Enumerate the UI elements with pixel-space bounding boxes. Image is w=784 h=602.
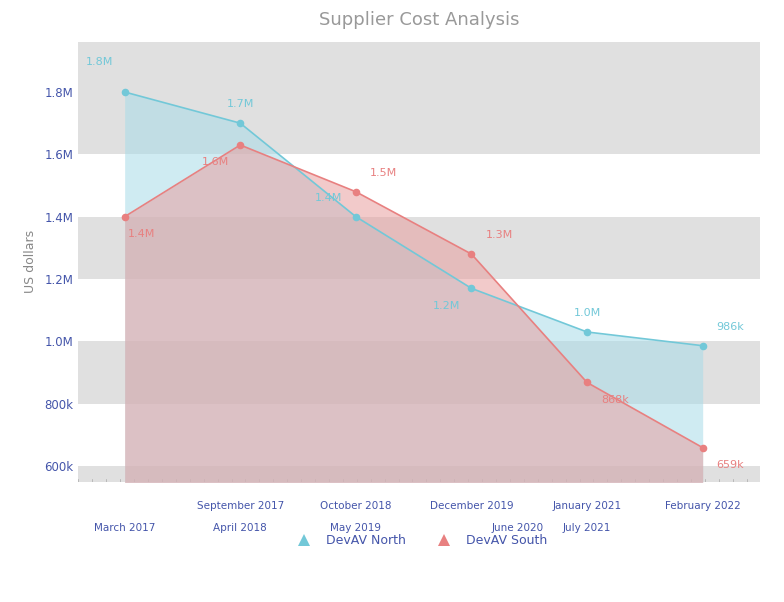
Text: June 2020: June 2020 xyxy=(492,523,544,533)
Text: May 2019: May 2019 xyxy=(330,523,381,533)
Text: 868k: 868k xyxy=(601,395,629,405)
Bar xyxy=(78,404,760,466)
Point xyxy=(465,249,477,259)
Point xyxy=(581,327,593,337)
Point xyxy=(350,212,362,222)
Text: December 2019: December 2019 xyxy=(430,501,514,511)
Point xyxy=(118,212,131,222)
Legend: DevAV North, DevAV South: DevAV North, DevAV South xyxy=(286,529,553,552)
Bar xyxy=(78,217,760,279)
Text: 1.0M: 1.0M xyxy=(573,308,601,318)
Point xyxy=(234,119,246,128)
Text: July 2021: July 2021 xyxy=(563,523,612,533)
Bar xyxy=(78,42,760,92)
Text: 1.5M: 1.5M xyxy=(370,168,397,178)
Text: 1.4M: 1.4M xyxy=(128,229,155,239)
Text: February 2022: February 2022 xyxy=(665,501,741,511)
Text: 659k: 659k xyxy=(717,460,744,470)
Text: 1.3M: 1.3M xyxy=(485,230,513,240)
Bar xyxy=(78,466,760,482)
Text: October 2018: October 2018 xyxy=(320,501,391,511)
Text: 986k: 986k xyxy=(717,322,744,332)
Bar xyxy=(78,341,760,404)
Text: 1.7M: 1.7M xyxy=(227,99,254,110)
Text: 1.4M: 1.4M xyxy=(314,193,342,203)
Point xyxy=(581,377,593,387)
Point xyxy=(465,284,477,293)
Text: March 2017: March 2017 xyxy=(94,523,155,533)
Bar xyxy=(78,279,760,341)
Bar xyxy=(78,154,760,217)
Bar xyxy=(78,92,760,154)
Text: January 2021: January 2021 xyxy=(553,501,622,511)
Point xyxy=(350,187,362,197)
Point xyxy=(696,341,709,350)
Point xyxy=(696,443,709,453)
Point xyxy=(118,87,131,97)
Text: 1.8M: 1.8M xyxy=(86,57,114,67)
Title: Supplier Cost Analysis: Supplier Cost Analysis xyxy=(319,11,520,29)
Text: April 2018: April 2018 xyxy=(213,523,267,533)
Text: 1.2M: 1.2M xyxy=(433,300,460,311)
Text: September 2017: September 2017 xyxy=(197,501,284,511)
Point xyxy=(234,140,246,150)
Y-axis label: US dollars: US dollars xyxy=(24,231,38,293)
Text: 1.6M: 1.6M xyxy=(201,157,229,167)
